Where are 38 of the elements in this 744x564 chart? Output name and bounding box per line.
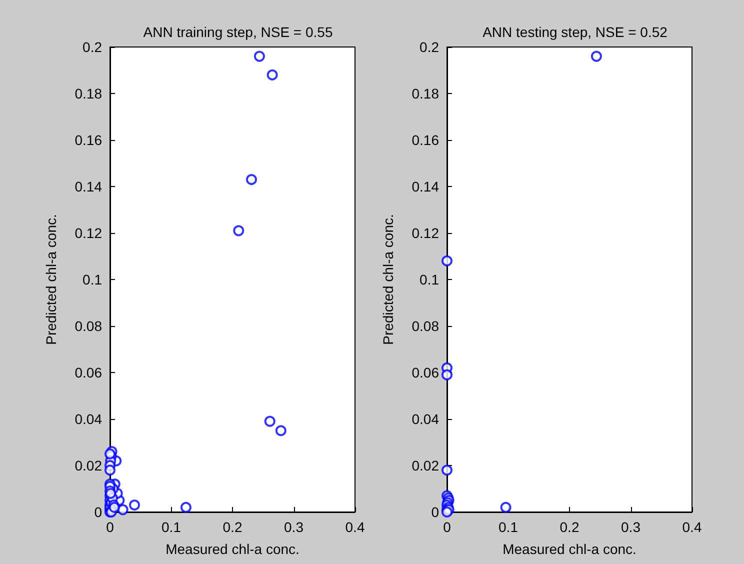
x-tick-label: 0.1 [498,519,518,535]
x-tick-label: 0.4 [682,519,702,535]
x-tick-label: 0.4 [345,519,365,535]
y-tick-label: 0.12 [74,225,102,241]
y-tick-label: 0.14 [74,178,102,194]
y-tick-label: 0.1 [82,272,102,288]
x-tick-label: 0 [106,519,114,535]
y-tick-label: 0.12 [412,225,440,241]
x-tick-label: 0.1 [162,519,182,535]
y-tick-label: 0.02 [74,458,102,474]
x-axis-title: Measured chl-a conc. [502,541,636,557]
y-tick-label: 0.16 [74,132,102,148]
y-tick-label: 0.08 [412,318,440,334]
y-tick-label: 0.08 [74,318,102,334]
y-tick-label: 0.04 [412,411,440,427]
y-axis-title: Predicted chl-a conc. [380,214,396,345]
y-tick-label: 0.18 [412,86,440,102]
chart-title: ANN training step, NSE = 0.55 [143,24,333,40]
x-tick-label: 0 [443,519,452,535]
y-tick-label: 0.14 [412,178,440,194]
y-tick-label: 0.18 [74,86,102,102]
y-tick-label: 0.06 [74,364,102,380]
y-tick-label: 0.16 [412,132,440,148]
y-tick-label: 0.2 [420,39,440,55]
y-tick-label: 0.06 [412,364,440,380]
y-tick-label: 0.1 [420,272,440,288]
x-tick-label: 0.2 [560,519,580,535]
y-tick-label: 0.2 [82,39,102,55]
x-tick-label: 0.3 [284,519,304,535]
y-tick-label: 0.04 [74,411,102,427]
x-tick-label: 0.2 [222,519,242,535]
x-tick-label: 0.3 [621,519,641,535]
y-tick-label: 0.02 [412,458,440,474]
x-axis-title: Measured chl-a conc. [166,541,300,557]
y-tick-label: 0 [431,504,440,520]
y-tick-label: 0 [94,504,102,520]
chart-title: ANN testing step, NSE = 0.52 [482,24,668,40]
y-axis-title: Predicted chl-a conc. [43,214,59,345]
